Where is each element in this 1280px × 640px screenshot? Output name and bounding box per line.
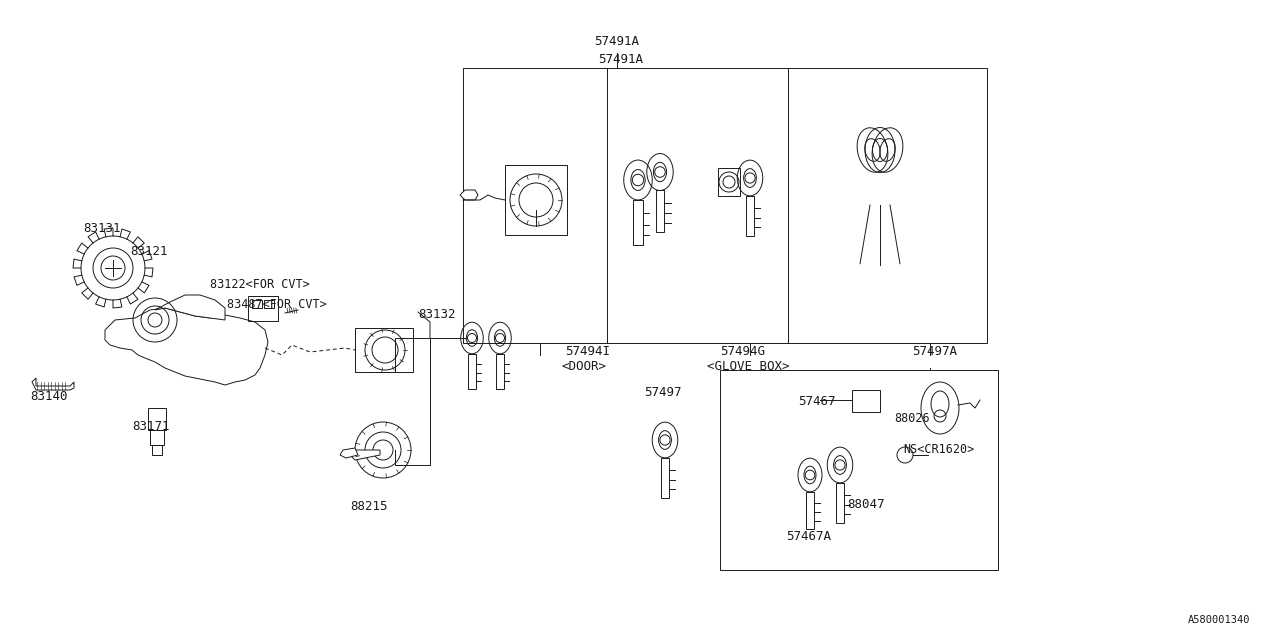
Text: 83122<FOR CVT>: 83122<FOR CVT> — [210, 278, 310, 291]
Bar — [252, 300, 262, 308]
Bar — [506, 165, 567, 235]
Polygon shape — [155, 295, 225, 320]
Text: 57497A: 57497A — [911, 345, 957, 358]
Text: NS<CR1620>: NS<CR1620> — [902, 443, 974, 456]
Text: 57467A: 57467A — [786, 530, 831, 543]
Polygon shape — [660, 458, 669, 498]
Text: <GLOVE BOX>: <GLOVE BOX> — [707, 360, 790, 373]
Polygon shape — [32, 378, 74, 390]
Text: 83487<FOR CVT>: 83487<FOR CVT> — [227, 298, 326, 311]
Bar — [150, 430, 164, 445]
Text: 57494I: 57494I — [564, 345, 611, 358]
Polygon shape — [349, 450, 380, 460]
Bar — [852, 390, 881, 412]
Text: <DOOR>: <DOOR> — [562, 360, 607, 373]
Polygon shape — [497, 354, 504, 389]
Text: 88215: 88215 — [349, 500, 388, 513]
Polygon shape — [806, 492, 814, 529]
Bar — [719, 370, 998, 570]
Bar — [264, 300, 274, 308]
Polygon shape — [105, 308, 268, 385]
Bar — [148, 408, 166, 430]
Text: A580001340: A580001340 — [1188, 615, 1251, 625]
Text: 83132: 83132 — [419, 308, 456, 321]
Bar — [248, 296, 278, 321]
Polygon shape — [460, 190, 477, 200]
Polygon shape — [634, 200, 643, 244]
Text: 83121: 83121 — [131, 245, 168, 258]
Bar — [718, 168, 740, 196]
Text: 57491A: 57491A — [594, 35, 640, 48]
Polygon shape — [81, 236, 145, 300]
Text: 57491A: 57491A — [598, 53, 643, 66]
Text: 88026: 88026 — [893, 412, 929, 425]
Text: 83131: 83131 — [83, 222, 120, 235]
Bar — [355, 328, 413, 372]
Text: 57497: 57497 — [644, 386, 681, 399]
Polygon shape — [746, 196, 754, 236]
Text: 83171: 83171 — [132, 420, 169, 433]
Text: 57467: 57467 — [797, 395, 836, 408]
Polygon shape — [340, 448, 358, 458]
Bar — [152, 445, 163, 455]
Text: 57494G: 57494G — [719, 345, 765, 358]
Text: 88047: 88047 — [847, 498, 884, 511]
Text: 83140: 83140 — [29, 390, 68, 403]
Polygon shape — [468, 354, 476, 389]
Polygon shape — [836, 483, 845, 523]
Polygon shape — [655, 191, 664, 232]
Bar — [463, 68, 987, 343]
